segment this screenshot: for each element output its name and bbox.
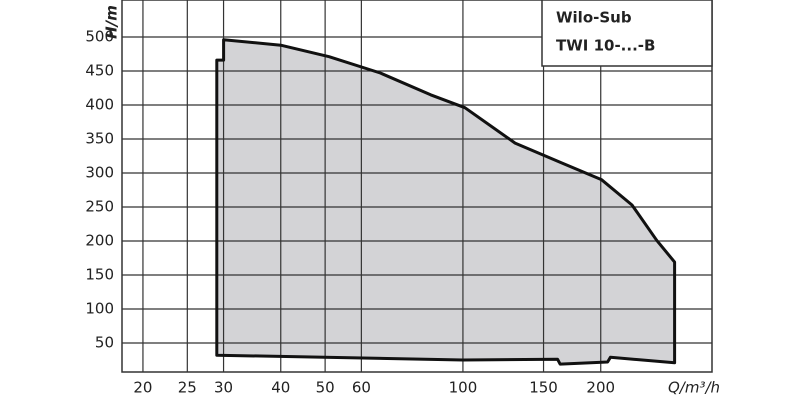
x-axis-label: Q/m³/h: [668, 379, 720, 397]
x-tick-label: 50: [316, 379, 335, 397]
plot-frame: [121, 0, 713, 373]
x-tick-label: 20: [133, 379, 152, 397]
chart-title: Wilo-Sub: [556, 9, 632, 27]
y-tick-label: 100: [85, 300, 114, 318]
area: [216, 39, 675, 365]
title-box: [541, 0, 713, 67]
x-tick-label: 30: [214, 379, 233, 397]
y-tick-label: 150: [85, 266, 114, 284]
y-tick-label: 450: [85, 62, 114, 80]
x-tick-label: 25: [178, 379, 197, 397]
area-outline: [215, 38, 677, 366]
x-tick-label: 60: [352, 379, 371, 397]
y-tick-label: 200: [85, 232, 114, 250]
y-axis-label: H/m: [103, 5, 121, 39]
x-tick-label: 100: [449, 379, 478, 397]
x-tick-label: 40: [271, 379, 290, 397]
x-tick-label: 150: [529, 379, 558, 397]
y-tick-label: 250: [85, 198, 114, 216]
y-tick-label: 400: [85, 96, 114, 114]
y-tick-label: 50: [95, 334, 114, 352]
x-tick-label: 200: [586, 379, 615, 397]
chart-subtitle: TWI 10-...-B: [556, 37, 655, 55]
y-tick-label: 500: [85, 28, 114, 46]
y-tick-label: 300: [85, 164, 114, 182]
y-tick-label: 350: [85, 130, 114, 148]
